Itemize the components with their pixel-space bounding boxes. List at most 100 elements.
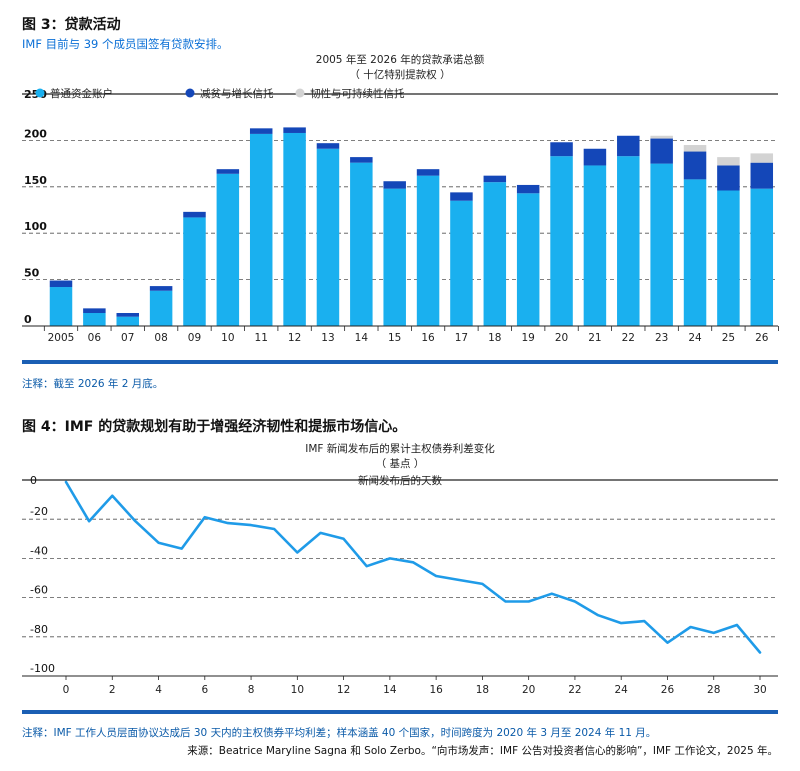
bar-segment-prgt [216, 169, 240, 174]
bar-segment-gra [717, 190, 740, 326]
bar-segment-gra [183, 217, 206, 326]
bar-segment-prgt [450, 192, 473, 201]
bar-segment-gra [550, 156, 573, 326]
chart2-xtick-label: 18 [476, 684, 489, 696]
bar-segment-gra [316, 148, 340, 326]
bar-segment-prgt [617, 135, 640, 157]
bar-segment-prgt [683, 151, 707, 180]
bar-segment-gra [249, 133, 273, 326]
chart2-ytick-label: -80 [30, 623, 48, 636]
bar-segment-prgt [116, 313, 139, 317]
bar-segment-gra [450, 200, 473, 326]
chart2-bottom-rule [22, 710, 778, 714]
bar-segment-prgt [49, 280, 73, 288]
chart1-xtick-label: 20 [555, 332, 568, 344]
chart1-xtick-label: 19 [521, 332, 534, 344]
bar-segment-gra [49, 287, 73, 326]
bar-segment-prgt [516, 184, 540, 194]
bar-segment-gra [116, 316, 139, 326]
chart1-xtick-label: 23 [655, 332, 668, 344]
bar-segment-gra [350, 162, 373, 326]
legend-label: 减贫与增长信托 [200, 87, 274, 100]
chart1-subtitle: （ 十亿特别提款权 ） [349, 69, 451, 81]
bar-segment-gra [650, 163, 673, 326]
chart1-xtick-label: 2005 [48, 332, 75, 344]
figure3-note: 注释：截至 2026 年 2 月底。 [22, 378, 164, 390]
bar-segment-gra [750, 188, 774, 326]
chart1-xtick-label: 26 [755, 332, 769, 344]
chart2-xtick-label: 6 [201, 684, 208, 696]
bar-segment-gra [683, 179, 707, 326]
chart2-title: IMF 新闻发布后的累计主权债券利差变化 [305, 443, 495, 455]
chart2-subtitle: （ 基点 ） [375, 458, 425, 470]
bar-segment-rst [750, 153, 774, 163]
bar-segment-gra [617, 156, 640, 326]
chart2-ytick-label: -40 [30, 544, 48, 557]
bar-segment-gra [416, 175, 440, 326]
bar-segment-gra [83, 313, 106, 326]
bar-segment-prgt [750, 162, 774, 189]
chart2-xtick-label: 2 [109, 684, 116, 696]
chart2-xtick-label: 14 [383, 684, 397, 696]
chart1-xtick-label: 12 [288, 332, 301, 344]
chart2-xtick-label: 8 [248, 684, 255, 696]
chart2-ytick-label: -60 [30, 584, 48, 597]
figure4-note: 注释：IMF 工作人员层面协议达成后 30 天内的主权债券平均利差；样本涵盖 4… [22, 727, 657, 739]
bar-segment-gra [149, 290, 173, 326]
chart2-ytick-label: -20 [30, 505, 48, 518]
chart2-xtick-label: 12 [337, 684, 350, 696]
legend-label: 韧性与可持续性信托 [310, 87, 405, 100]
bar-segment-prgt [350, 157, 373, 163]
bar-segment-prgt [383, 181, 406, 189]
bar-segment-prgt [583, 148, 607, 166]
chart1-xtick-label: 25 [722, 332, 735, 344]
chart1-ytick-label: 50 [24, 267, 40, 280]
bar-segment-gra [283, 132, 306, 326]
chart2-xtick-label: 16 [429, 684, 443, 696]
legend-swatch [35, 88, 45, 98]
bar-segment-rst [683, 145, 707, 152]
chart1-xtick-label: 10 [221, 332, 234, 344]
chart1-ytick-label: 100 [24, 220, 47, 233]
bar-segment-gra [383, 188, 406, 326]
chart2-xtick-label: 22 [568, 684, 581, 696]
chart1-xtick-label: 11 [255, 332, 268, 344]
bar-segment-prgt [550, 142, 573, 157]
bar-segment-prgt [249, 128, 273, 134]
chart1-bottom-rule [22, 360, 778, 364]
chart1-xtick-label: 24 [688, 332, 702, 344]
chart2-xtick-label: 10 [291, 684, 304, 696]
chart1-xtick-label: 16 [421, 332, 435, 344]
bar-segment-prgt [416, 169, 440, 176]
legend-swatch [185, 88, 195, 98]
bar-segment-rst [650, 135, 673, 139]
bar-segment-prgt [483, 175, 507, 183]
figure3-subtitle: IMF 目前与 39 个成员国签有贷款安排。 [22, 37, 229, 51]
chart1-xtick-label: 22 [622, 332, 635, 344]
chart2-ytick-label: -100 [30, 662, 55, 675]
bar-segment-prgt [316, 143, 340, 149]
chart1-xtick-label: 07 [121, 332, 134, 344]
bar-segment-rst [717, 157, 740, 166]
bar-segment-gra [216, 173, 240, 326]
chart1-xtick-label: 21 [588, 332, 601, 344]
chart2-xtick-label: 26 [661, 684, 675, 696]
chart1-xtick-label: 17 [455, 332, 468, 344]
legend-swatch [295, 88, 305, 98]
legend-label: 普通资金账户 [50, 87, 113, 100]
chart1-ytick-label: 150 [24, 174, 47, 187]
chart2-xtick-label: 30 [753, 684, 766, 696]
chart1-xtick-label: 08 [154, 332, 167, 344]
bar-segment-gra [583, 165, 607, 326]
bar-segment-gra [516, 193, 540, 326]
chart1-xtick-label: 06 [88, 332, 102, 344]
figure4-source: 来源：Beatrice Maryline Sagna 和 Solo Zerbo。… [187, 745, 778, 757]
chart1-xtick-label: 15 [388, 332, 401, 344]
bar-segment-gra [483, 182, 507, 326]
chart1-legend: 普通资金账户 减贫与增长信托 韧性与可持续性信托 [35, 87, 405, 100]
chart2-xtick-label: 4 [155, 684, 162, 696]
chart2-xtick-label: 0 [63, 684, 70, 696]
bar-segment-prgt [650, 138, 673, 164]
